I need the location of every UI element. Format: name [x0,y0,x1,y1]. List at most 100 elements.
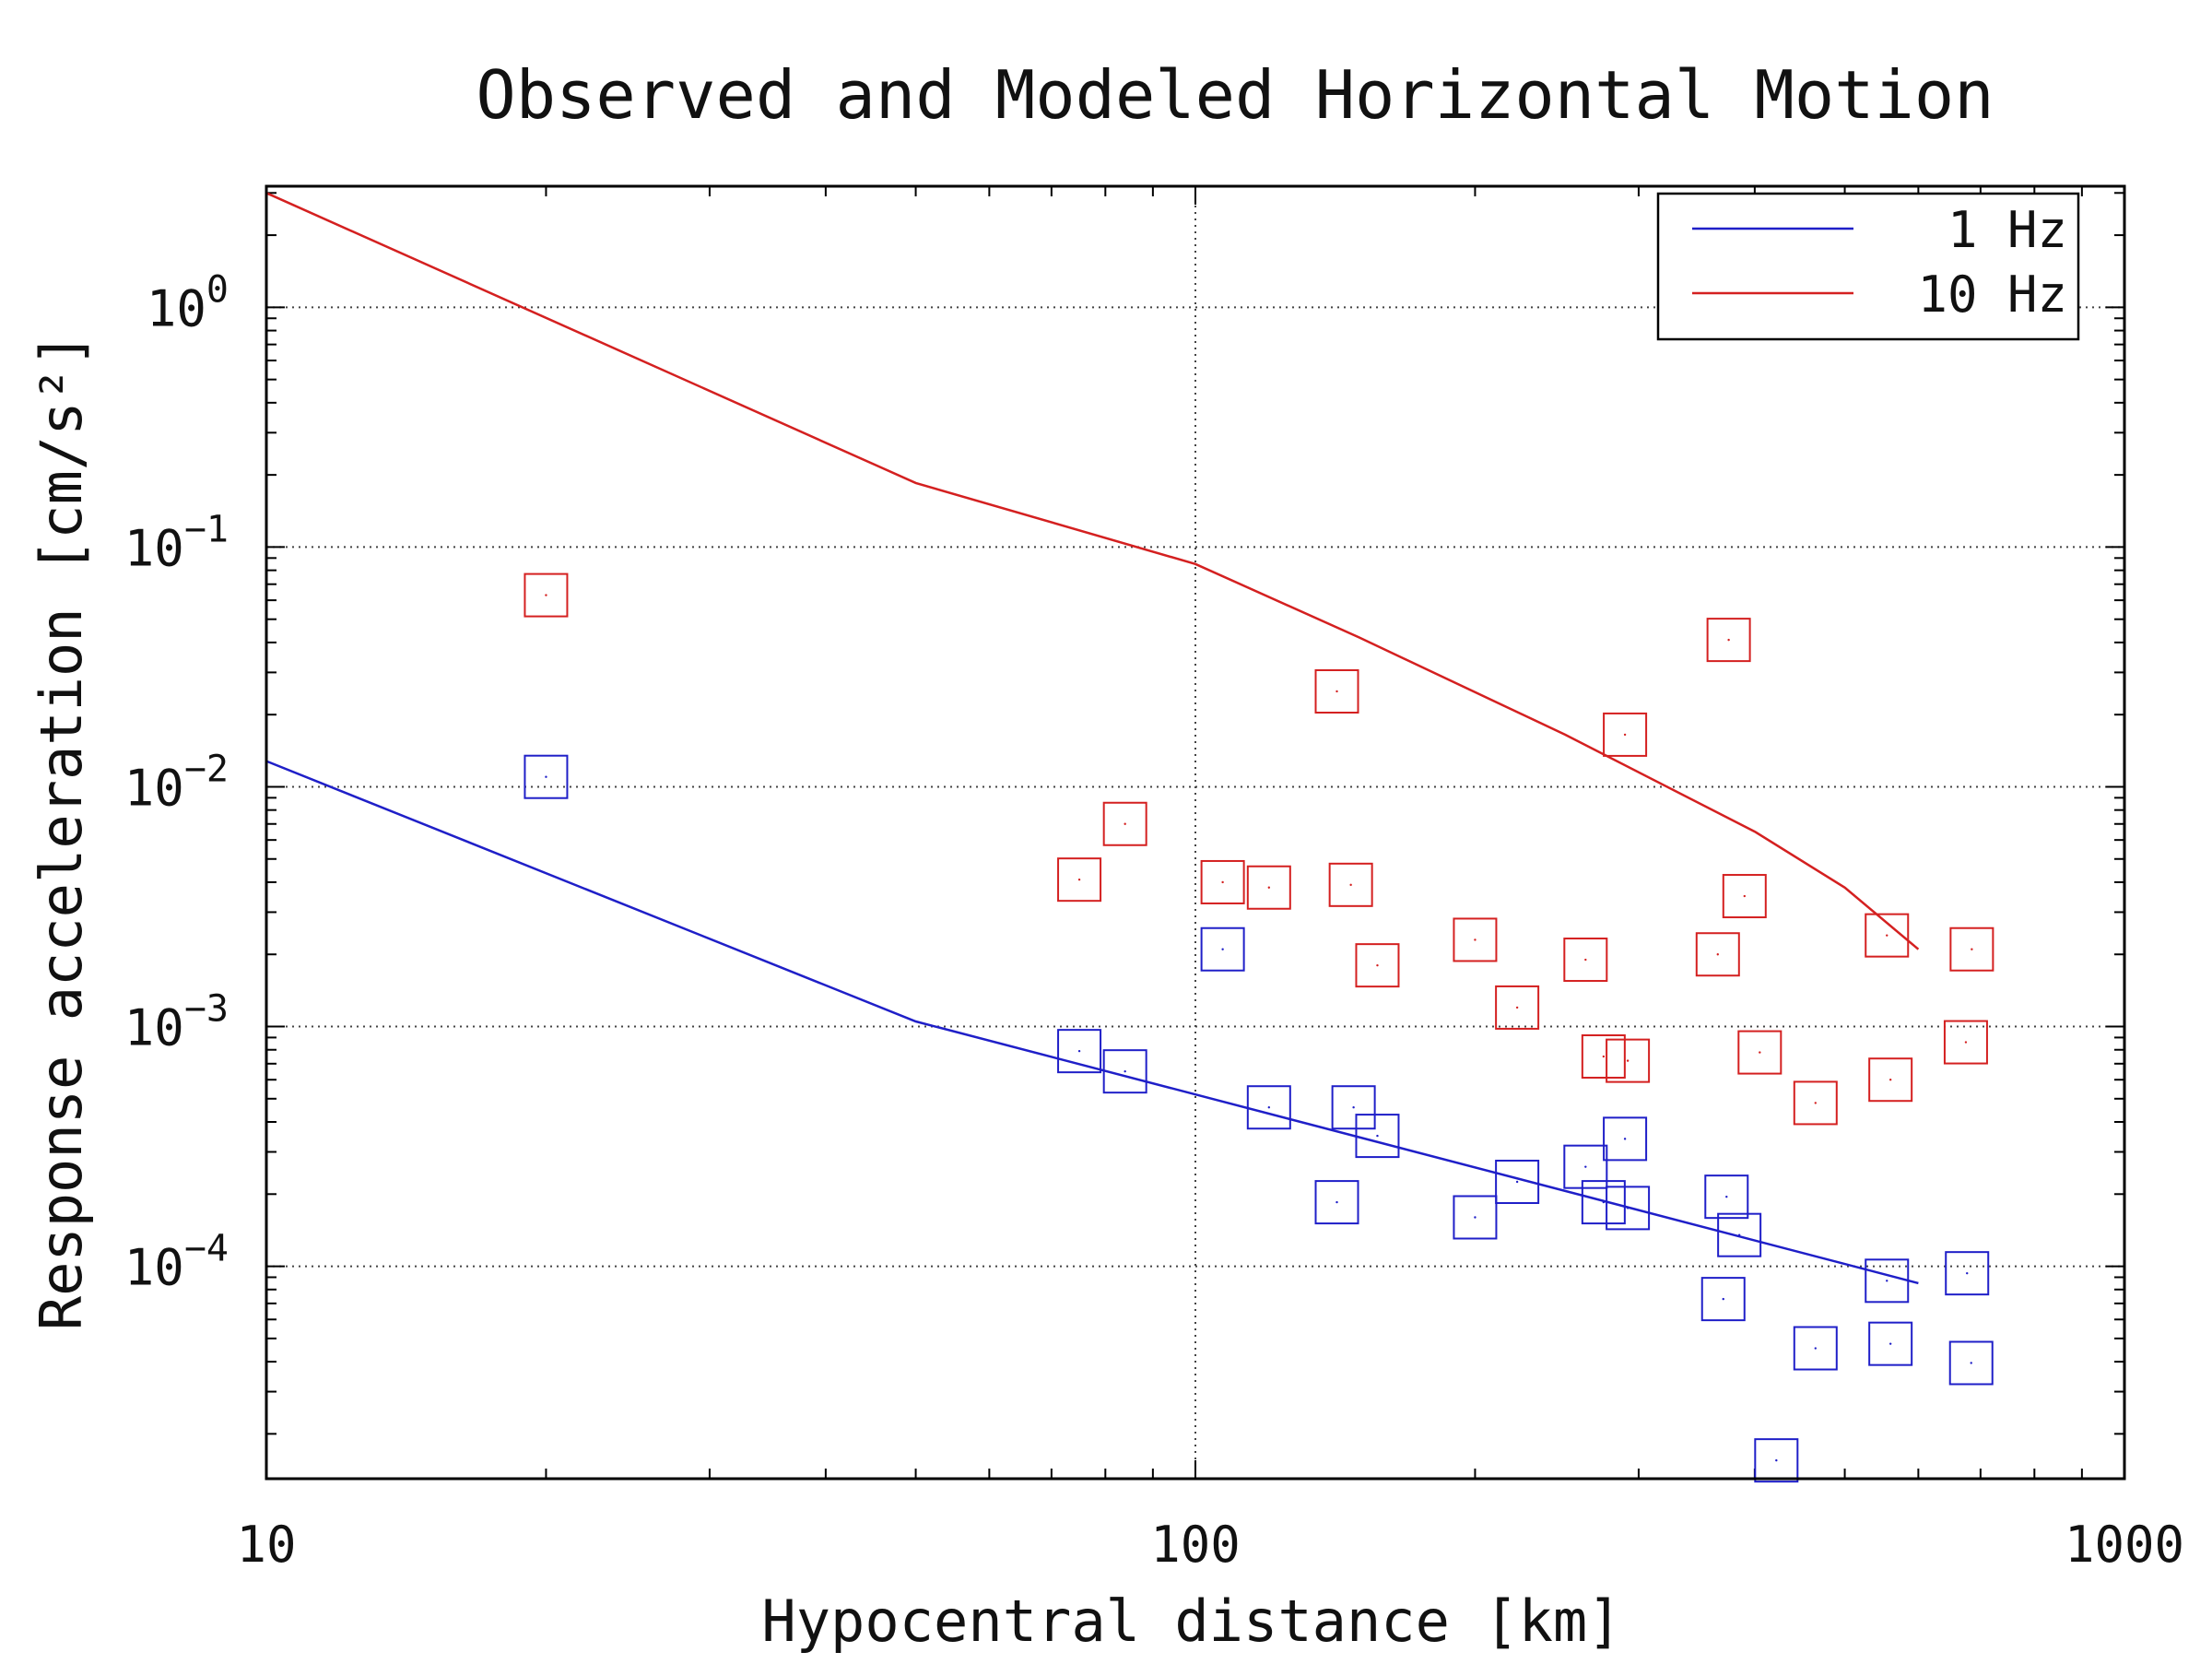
x-tick-labels: 10 100 1000 [236,1516,2184,1574]
data-point-center [1077,1049,1081,1053]
y-tick-base: 10 [124,759,184,817]
data-point-center [1335,690,1338,693]
data-point-center [1221,880,1224,884]
legend-label: 10 Hz [1917,266,2067,324]
x-axis-label: Hypocentral distance [km] [761,1587,1621,1655]
data-point-center [1623,1138,1627,1140]
data-point-marker [1495,1159,1540,1204]
series-line-1 [265,192,1920,950]
data-point-center [1727,638,1730,642]
data-point-center [1376,963,1379,967]
data-point-center [1626,1059,1630,1062]
data-point-center [1474,938,1477,941]
y-tick-label: 10−1 [124,508,229,577]
y-tick-base: 10 [124,519,184,577]
data-point-marker [1722,874,1767,919]
data-point-center [1584,1165,1587,1168]
legend: 1 Hz 10 Hz [1656,192,2080,341]
data-point-center [1759,1051,1761,1054]
y-tick-exponent: −1 [184,508,229,550]
y-tick-exponent: −2 [184,748,229,790]
x-tick-label: 1000 [2065,1516,2184,1574]
data-point-marker [1246,1085,1291,1130]
data-point-marker [1943,1020,1988,1065]
data-point-marker [1706,618,1751,663]
data-point-marker [1606,1038,1651,1083]
y-tick-exponent: 0 [206,268,229,311]
data-point-marker [1102,801,1147,846]
data-point-center [1602,1055,1606,1058]
y-tick-label: 10−2 [124,748,229,817]
grid-lines [266,186,2124,1479]
data-point-marker [524,754,569,799]
data-point-center [1725,1195,1728,1198]
data-point-center [1335,1200,1338,1204]
data-point-center [1970,1362,1972,1364]
data-point-marker [1200,926,1245,972]
data-point-marker [1331,1085,1376,1130]
data-point-center [1743,894,1746,898]
y-tick-base: 10 [124,999,184,1057]
data-point-center [1737,1233,1741,1236]
data-point-marker [1754,1438,1799,1483]
data-point-marker [1717,1212,1762,1257]
data-point-marker [1495,985,1540,1030]
y-tick-base: 10 [147,279,206,337]
data-point-marker [1246,865,1291,910]
data-point-marker [1563,1144,1608,1189]
data-point-marker [1314,668,1359,714]
data-point-center [1124,822,1126,825]
data-point-marker [1328,862,1373,907]
series-layer [265,192,1994,1483]
data-point-marker [1581,1180,1626,1225]
data-point-marker [1581,1034,1626,1080]
data-point-marker [1563,938,1608,983]
data-point-center [1221,948,1224,950]
data-point-marker [1949,926,1994,972]
data-point-center [1267,1106,1271,1109]
data-point-center [1267,886,1271,889]
data-point-center [1515,1180,1519,1184]
data-point-center [1886,934,1888,937]
chart-title: Observed and Modeled Horizontal Motion [476,56,1994,134]
data-point-marker [1945,1251,1990,1296]
data-point-marker [1948,1340,1994,1386]
data-point-center [1124,1069,1126,1073]
data-point-marker [1606,1186,1651,1231]
data-point-marker [1793,1080,1838,1126]
data-point-marker [1102,1049,1147,1094]
axis-ticks [265,186,2125,1479]
data-point-center [1584,958,1587,962]
data-point-marker [1704,1174,1749,1220]
data-point-center [1626,1207,1630,1210]
data-point-center [1722,1297,1724,1301]
data-point-center [1602,1200,1606,1204]
y-tick-exponent: −3 [184,988,229,1031]
data-point-marker [1453,1195,1498,1240]
x-tick-label: 100 [1150,1516,1241,1574]
data-point-marker [1737,1030,1783,1075]
data-point-marker [1355,943,1400,988]
y-tick-base: 10 [124,1239,184,1297]
data-point-marker [1355,1114,1400,1159]
y-tick-label: 10−3 [124,988,229,1057]
data-point-marker [1865,1258,1910,1304]
data-point-center [1775,1458,1778,1462]
y-tick-label: 10−4 [124,1228,229,1297]
data-point-center [1964,1041,1968,1044]
series-line-0 [265,760,1919,1285]
data-point-center [1966,1271,1969,1275]
legend-label: 1 Hz [1947,201,2067,259]
y-tick-exponent: −4 [184,1228,229,1270]
data-point-center [1515,1006,1519,1009]
x-tick-label: 10 [236,1516,296,1574]
data-point-center [1888,1079,1892,1081]
data-point-center [1716,953,1719,956]
data-point-center [1623,733,1627,737]
data-point-center [545,594,547,596]
data-point-marker [524,572,569,618]
plot-frame [265,184,2126,1481]
data-point-center [1814,1347,1817,1350]
